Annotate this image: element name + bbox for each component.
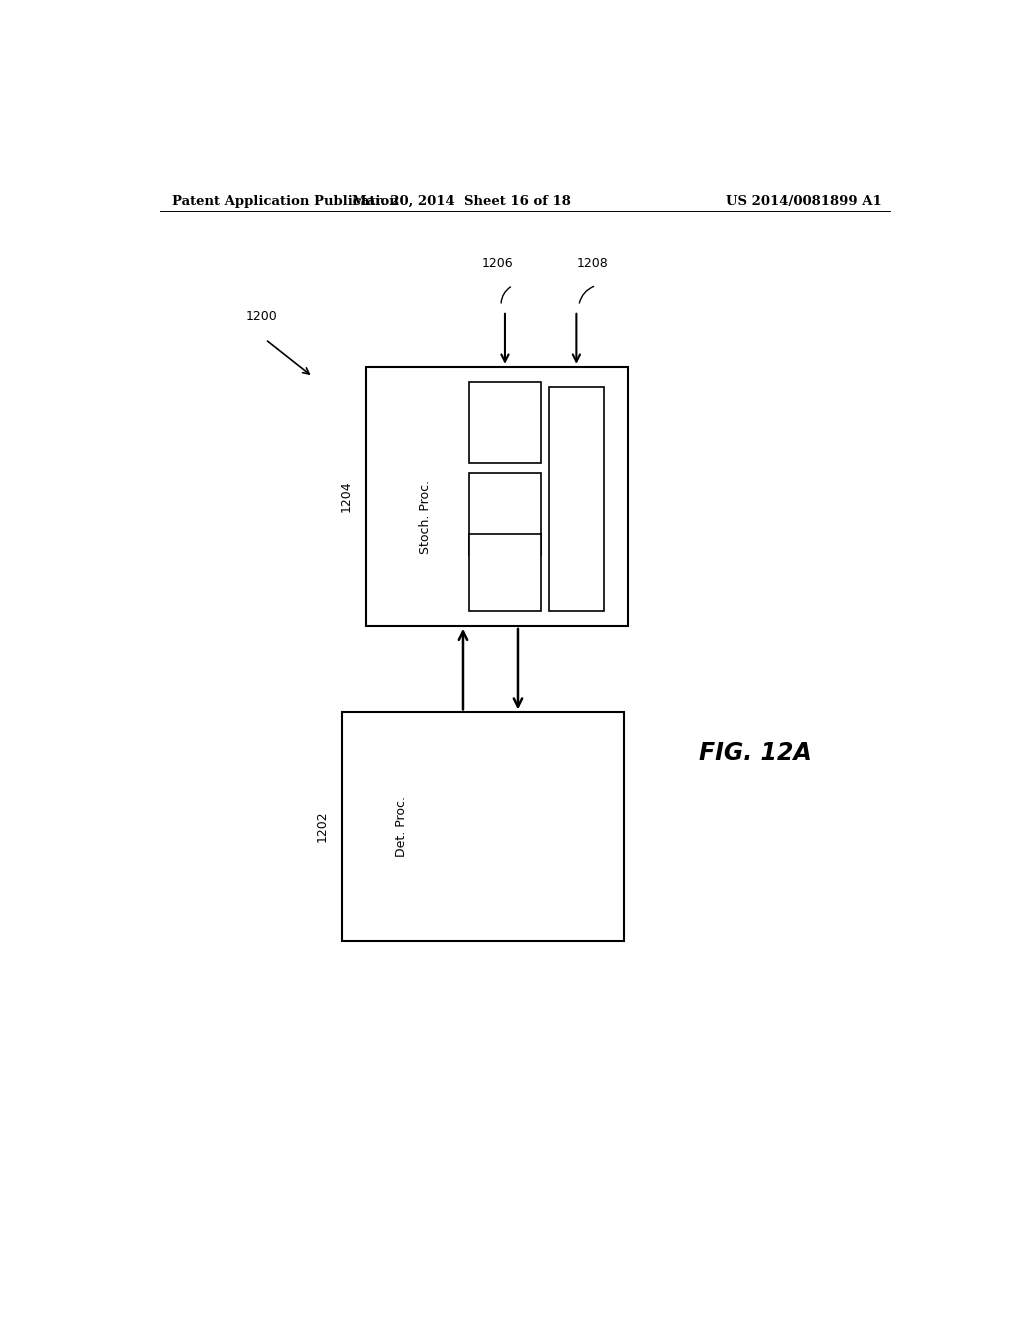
Text: Patent Application Publication: Patent Application Publication xyxy=(172,194,398,207)
Text: US 2014/0081899 A1: US 2014/0081899 A1 xyxy=(726,194,882,207)
Text: Stoch. Proc.: Stoch. Proc. xyxy=(419,480,432,554)
Text: 1200: 1200 xyxy=(246,310,278,323)
Text: 1202: 1202 xyxy=(316,810,329,842)
Text: 1204: 1204 xyxy=(340,480,352,512)
Text: FIG. 12A: FIG. 12A xyxy=(699,741,812,766)
Text: 1206: 1206 xyxy=(481,257,513,271)
Bar xyxy=(549,387,604,611)
Bar xyxy=(342,713,624,941)
Bar xyxy=(367,367,628,626)
Bar xyxy=(469,535,541,611)
Text: Det. Proc.: Det. Proc. xyxy=(395,796,409,857)
Text: 1208: 1208 xyxy=(577,257,608,271)
Bar xyxy=(469,381,541,463)
Bar xyxy=(469,474,541,554)
Text: Mar. 20, 2014  Sheet 16 of 18: Mar. 20, 2014 Sheet 16 of 18 xyxy=(352,194,570,207)
